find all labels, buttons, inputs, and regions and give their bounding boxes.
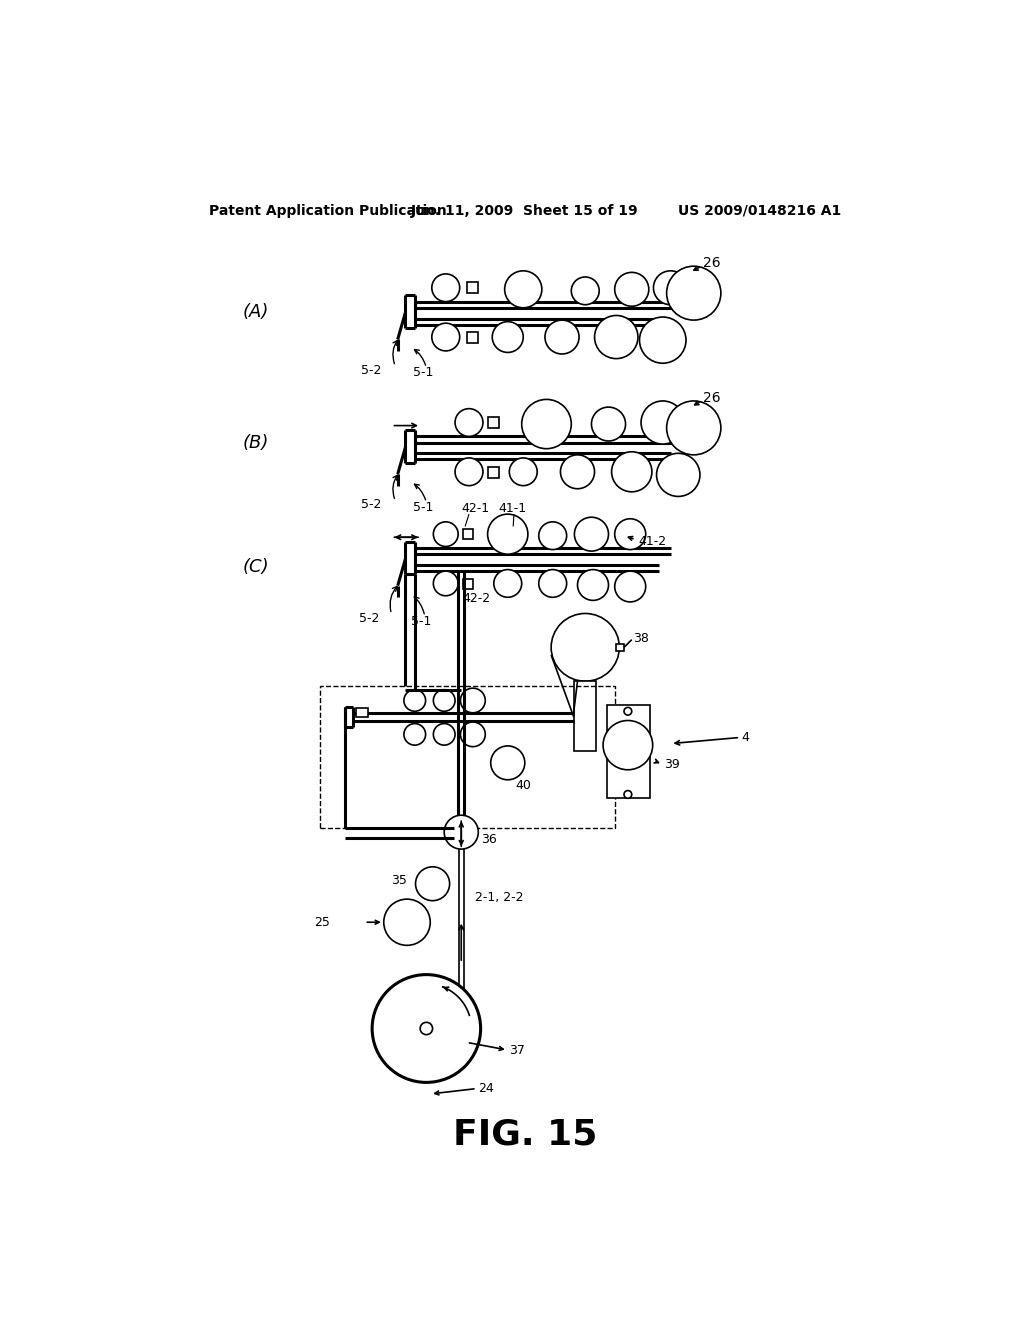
- Circle shape: [551, 614, 620, 681]
- Text: 41-1: 41-1: [499, 502, 526, 515]
- Text: 36: 36: [480, 833, 497, 846]
- Bar: [463, 529, 473, 539]
- Text: 24: 24: [478, 1082, 494, 1096]
- Circle shape: [433, 521, 458, 546]
- Circle shape: [487, 515, 528, 554]
- Circle shape: [384, 899, 430, 945]
- Circle shape: [432, 275, 460, 302]
- Circle shape: [653, 271, 687, 305]
- Bar: [574, 681, 596, 751]
- Text: 5-1: 5-1: [414, 366, 433, 379]
- Circle shape: [372, 974, 480, 1082]
- Text: 5-1: 5-1: [411, 615, 431, 628]
- Circle shape: [461, 688, 485, 713]
- Circle shape: [624, 791, 632, 799]
- Circle shape: [545, 321, 579, 354]
- Text: 5-2: 5-2: [360, 363, 381, 376]
- Circle shape: [420, 1022, 432, 1035]
- Circle shape: [656, 453, 700, 496]
- Text: (A): (A): [243, 304, 269, 321]
- Text: (C): (C): [243, 557, 269, 576]
- Text: 37: 37: [509, 1044, 525, 1056]
- Bar: [616, 644, 624, 651]
- Circle shape: [667, 267, 721, 321]
- Circle shape: [509, 458, 538, 486]
- Circle shape: [490, 746, 524, 780]
- Circle shape: [578, 570, 608, 601]
- Circle shape: [574, 517, 608, 552]
- Text: 26: 26: [703, 391, 721, 405]
- Bar: [463, 579, 473, 589]
- Text: 40: 40: [515, 779, 531, 792]
- Circle shape: [444, 816, 478, 849]
- Bar: [321, 686, 614, 829]
- Circle shape: [505, 271, 542, 308]
- Circle shape: [539, 570, 566, 598]
- Circle shape: [433, 689, 455, 711]
- Circle shape: [641, 401, 684, 444]
- Text: 39: 39: [665, 758, 680, 771]
- Text: FIG. 15: FIG. 15: [453, 1118, 597, 1152]
- Circle shape: [494, 570, 521, 598]
- Text: 42-2: 42-2: [463, 593, 490, 606]
- Bar: [488, 467, 500, 478]
- Circle shape: [603, 721, 652, 770]
- Circle shape: [614, 572, 646, 602]
- Circle shape: [624, 708, 632, 715]
- Text: 5-2: 5-2: [360, 499, 381, 511]
- Circle shape: [416, 867, 450, 900]
- Text: 41-2: 41-2: [638, 536, 666, 548]
- Circle shape: [403, 723, 426, 744]
- Bar: [467, 333, 477, 343]
- Circle shape: [614, 519, 646, 549]
- Text: 5-1: 5-1: [414, 500, 433, 513]
- Bar: [607, 705, 649, 797]
- Text: Patent Application Publication: Patent Application Publication: [209, 203, 447, 218]
- Circle shape: [592, 407, 626, 441]
- Circle shape: [433, 723, 455, 744]
- Circle shape: [455, 409, 483, 437]
- Circle shape: [640, 317, 686, 363]
- Circle shape: [521, 400, 571, 449]
- Circle shape: [539, 521, 566, 549]
- Bar: [488, 417, 500, 428]
- Text: 42-1: 42-1: [461, 502, 489, 515]
- Circle shape: [432, 323, 460, 351]
- Bar: [356, 708, 369, 718]
- Circle shape: [611, 451, 652, 492]
- Text: 35: 35: [391, 874, 408, 887]
- Circle shape: [403, 689, 426, 711]
- Circle shape: [595, 315, 638, 359]
- Circle shape: [461, 722, 485, 747]
- Text: 38: 38: [633, 631, 649, 644]
- Circle shape: [493, 322, 523, 352]
- Text: US 2009/0148216 A1: US 2009/0148216 A1: [678, 203, 841, 218]
- Circle shape: [560, 455, 595, 488]
- Text: 5-2: 5-2: [359, 612, 379, 626]
- Circle shape: [455, 458, 483, 486]
- Text: 26: 26: [703, 256, 721, 271]
- Bar: [467, 282, 477, 293]
- Text: (B): (B): [243, 434, 269, 453]
- Text: 25: 25: [314, 916, 330, 929]
- Circle shape: [667, 401, 721, 455]
- Text: 4: 4: [741, 731, 750, 744]
- Circle shape: [571, 277, 599, 305]
- Text: Jun. 11, 2009  Sheet 15 of 19: Jun. 11, 2009 Sheet 15 of 19: [411, 203, 639, 218]
- Text: 2-1, 2-2: 2-1, 2-2: [475, 891, 523, 904]
- Circle shape: [433, 572, 458, 595]
- Circle shape: [614, 272, 649, 306]
